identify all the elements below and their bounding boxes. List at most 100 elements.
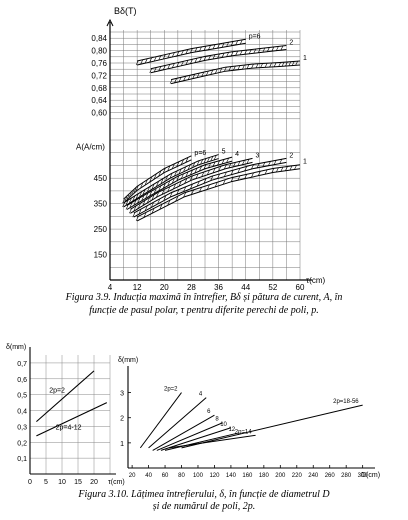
caption-fig-3-10-line1: Figura 3.10. Lățimea întrefierului, δ, î… <box>78 489 330 500</box>
x-tick-label: 140 <box>226 473 237 479</box>
a-hatch <box>135 186 139 191</box>
a-hatch <box>144 206 148 211</box>
x-tick-label: 60 <box>296 283 305 292</box>
b-hatch <box>276 46 279 51</box>
b-hatch <box>185 60 189 65</box>
a-hatch <box>129 202 133 208</box>
a-series-line <box>123 154 219 204</box>
y-tick-label: 0,1 <box>17 456 27 463</box>
a-hatch <box>201 172 205 177</box>
a-hatch <box>194 168 198 173</box>
b-hatch <box>235 40 238 45</box>
a-series-line <box>123 158 219 208</box>
a-hatch <box>143 212 147 218</box>
a-hatch <box>280 167 284 172</box>
a-series-label: 4 <box>235 151 239 158</box>
a-hatch <box>176 162 180 167</box>
series-line <box>148 397 207 449</box>
a-hatch <box>149 191 152 196</box>
b-hatch <box>244 50 247 55</box>
a-hatch <box>230 170 234 175</box>
a-hatch <box>133 206 137 211</box>
b-series-label: 2 <box>289 40 293 47</box>
a-hatch <box>218 166 221 171</box>
x-tick-label: 20 <box>129 473 136 479</box>
a-hatch <box>210 176 214 181</box>
series-label: 2p=14 <box>235 429 253 435</box>
a-series-label: 5 <box>222 149 226 156</box>
series-line <box>36 370 95 423</box>
a-hatch <box>160 179 164 184</box>
b-hatch <box>187 75 191 80</box>
x-tick-label: 220 <box>292 473 303 479</box>
b-hatch <box>167 64 171 69</box>
a-series-line <box>136 168 301 222</box>
x-tick-label: 10 <box>58 479 66 486</box>
a-hatch <box>224 172 227 177</box>
series-label: 6 <box>207 409 211 415</box>
caption-fig-3-9-line1: Figura 3.9. Inducția maximă în întrefier… <box>65 292 343 303</box>
a-hatch <box>126 194 130 199</box>
b-hatch <box>267 47 270 52</box>
a-hatch <box>129 192 132 197</box>
a-hatch <box>165 176 168 181</box>
x-tick-label: 52 <box>268 283 277 292</box>
a-hatch <box>172 164 175 169</box>
a-hatch <box>178 169 182 174</box>
a-hatch <box>175 196 178 201</box>
a-series-line <box>126 156 233 206</box>
series-line <box>36 402 108 437</box>
b-hatch <box>169 79 173 84</box>
b-hatch <box>149 68 152 73</box>
b-hatch <box>185 49 189 54</box>
b-hatch <box>167 53 171 58</box>
a-hatch <box>212 168 216 173</box>
a-hatch <box>190 184 193 189</box>
b-tick-label: 0,76 <box>91 59 107 68</box>
b-hatch <box>281 62 285 67</box>
b-hatch <box>192 74 195 79</box>
b-hatch <box>239 50 243 55</box>
a-hatch <box>176 189 180 195</box>
y-tick-label: 3 <box>120 391 124 398</box>
b-hatch <box>194 58 198 63</box>
b-hatch <box>203 56 207 61</box>
a-hatch <box>167 200 171 205</box>
a-hatch <box>157 199 160 204</box>
a-hatch <box>233 162 236 167</box>
b-hatch <box>158 66 162 71</box>
series-line <box>160 427 232 451</box>
x-tick-label: 0 <box>28 479 32 486</box>
b-hatch <box>163 65 166 70</box>
a-hatch <box>135 216 139 222</box>
a-hatch <box>163 183 166 188</box>
x-axis-label: τ(cm) <box>108 479 125 486</box>
a-hatch <box>285 166 288 171</box>
chart-fig-3-10-right: 20 40 60 80 100 120 140 160 180 200 220 240 260 280 30… <box>118 357 380 479</box>
b-hatch <box>208 45 211 50</box>
series-label: 8 <box>215 417 219 423</box>
b-hatch <box>208 55 211 60</box>
b-hatch <box>278 62 281 67</box>
a-hatch <box>212 162 216 167</box>
x-tick-label: 20 <box>90 479 98 486</box>
a-tick-label: 150 <box>94 251 108 260</box>
a-hatch <box>207 184 210 190</box>
b-hatch <box>212 54 216 59</box>
a-hatch <box>163 195 167 201</box>
a-series-line <box>130 161 253 214</box>
a-hatch <box>268 161 271 166</box>
b-hatch <box>285 61 288 67</box>
a-hatch <box>203 164 207 169</box>
a-hatch <box>172 178 175 183</box>
a-hatch <box>125 205 129 210</box>
a-hatch <box>169 192 173 197</box>
a-hatch <box>213 155 217 160</box>
x-tick-label: 260 <box>325 473 336 479</box>
a-hatch <box>251 164 254 169</box>
series-label: 10 <box>220 422 227 428</box>
a-hatch <box>125 200 129 205</box>
b-hatch <box>226 52 229 57</box>
b-hatch <box>237 65 241 70</box>
b-hatch <box>163 54 166 59</box>
